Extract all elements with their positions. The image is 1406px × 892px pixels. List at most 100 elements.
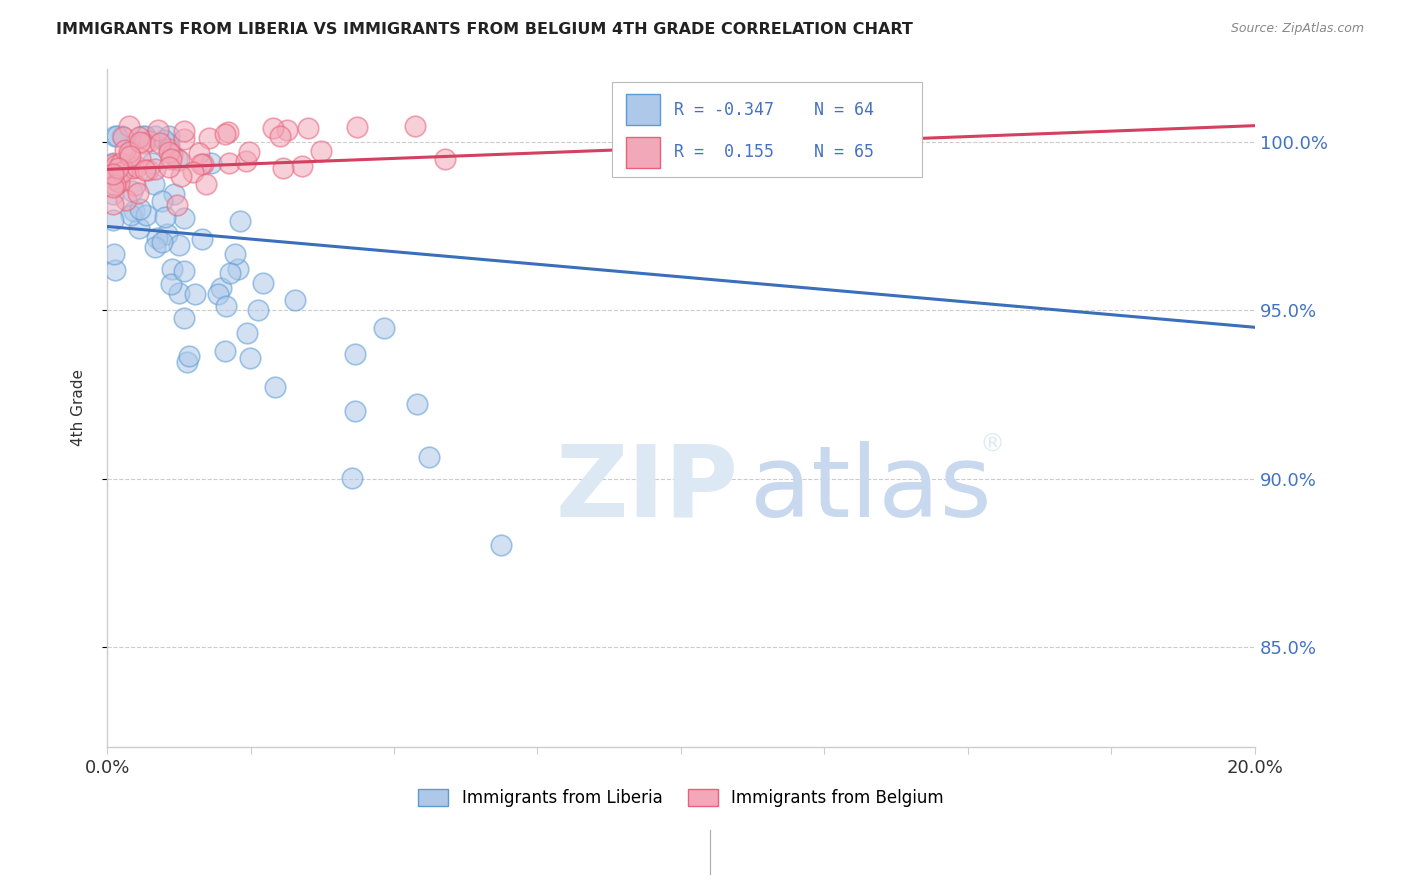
Point <box>297 121 319 136</box>
Text: R =  0.155    N = 65: R = 0.155 N = 65 <box>673 144 875 161</box>
Point <box>173 264 195 278</box>
Point <box>105 174 128 188</box>
Point <box>191 157 214 171</box>
Point <box>135 208 157 222</box>
Point <box>173 123 195 137</box>
Point <box>134 128 156 143</box>
Point <box>218 156 240 170</box>
Point <box>150 194 173 208</box>
Point <box>101 179 124 194</box>
Point <box>159 277 181 292</box>
Point <box>114 143 136 157</box>
Point <box>104 178 127 193</box>
Point <box>157 136 180 151</box>
Point <box>122 161 145 176</box>
Point <box>194 177 217 191</box>
Point <box>262 121 284 136</box>
Point <box>152 235 174 249</box>
Point <box>169 153 191 167</box>
Point <box>149 136 172 150</box>
Point <box>405 397 427 411</box>
Point <box>110 156 132 170</box>
Point <box>117 158 139 172</box>
Point <box>214 127 236 141</box>
Point <box>167 238 190 252</box>
Point <box>128 130 150 145</box>
Point <box>122 204 145 219</box>
Point <box>101 172 124 186</box>
Text: atlas: atlas <box>749 441 991 538</box>
Point <box>276 123 298 137</box>
Point <box>173 311 195 326</box>
Point <box>115 193 138 207</box>
Point <box>188 146 211 161</box>
Point <box>228 261 250 276</box>
Bar <box>626 137 661 168</box>
Point <box>146 122 169 136</box>
Point <box>291 159 314 173</box>
Point <box>373 321 395 335</box>
Point <box>215 299 238 313</box>
Point <box>138 134 160 148</box>
Point <box>101 213 124 227</box>
Text: IMMIGRANTS FROM LIBERIA VS IMMIGRANTS FROM BELGIUM 4TH GRADE CORRELATION CHART: IMMIGRANTS FROM LIBERIA VS IMMIGRANTS FR… <box>56 22 912 37</box>
Point <box>152 132 174 146</box>
Point <box>143 239 166 253</box>
Point <box>138 163 160 178</box>
Point <box>131 128 153 143</box>
Point <box>252 276 274 290</box>
Point <box>346 120 368 134</box>
Point <box>145 231 167 245</box>
Point <box>181 165 204 179</box>
Point <box>247 302 270 317</box>
Point <box>235 153 257 168</box>
Point <box>157 142 180 156</box>
Point <box>121 184 143 198</box>
Point <box>235 326 257 340</box>
Point <box>191 232 214 246</box>
Point <box>157 128 180 143</box>
Point <box>134 136 156 151</box>
Point <box>238 145 260 159</box>
Point <box>344 404 367 418</box>
Point <box>173 132 195 146</box>
Point <box>101 167 124 181</box>
Point <box>219 266 242 280</box>
Point <box>134 162 156 177</box>
Point <box>190 157 212 171</box>
Point <box>418 450 440 464</box>
Point <box>108 175 131 189</box>
Point <box>111 129 134 144</box>
Point <box>217 125 239 139</box>
Point <box>200 156 222 170</box>
Point <box>160 147 183 161</box>
Point <box>169 169 191 184</box>
Point <box>207 287 229 301</box>
Point <box>179 349 201 363</box>
Point <box>166 152 188 166</box>
Point <box>118 119 141 133</box>
Point <box>129 135 152 149</box>
Point <box>284 293 307 308</box>
Point <box>166 197 188 211</box>
Point <box>120 208 142 222</box>
Point <box>143 162 166 177</box>
Point <box>173 211 195 226</box>
Point <box>167 285 190 300</box>
Point <box>214 344 236 359</box>
Point <box>176 354 198 368</box>
Point <box>143 128 166 143</box>
Point <box>343 347 366 361</box>
Point <box>159 145 181 159</box>
Text: Source: ZipAtlas.com: Source: ZipAtlas.com <box>1230 22 1364 36</box>
Point <box>127 160 149 174</box>
Point <box>120 149 142 163</box>
Point <box>118 147 141 161</box>
Point <box>128 151 150 165</box>
Point <box>129 202 152 216</box>
Point <box>160 262 183 277</box>
Bar <box>626 95 661 125</box>
Point <box>101 186 124 201</box>
Point <box>128 220 150 235</box>
Point <box>101 157 124 171</box>
